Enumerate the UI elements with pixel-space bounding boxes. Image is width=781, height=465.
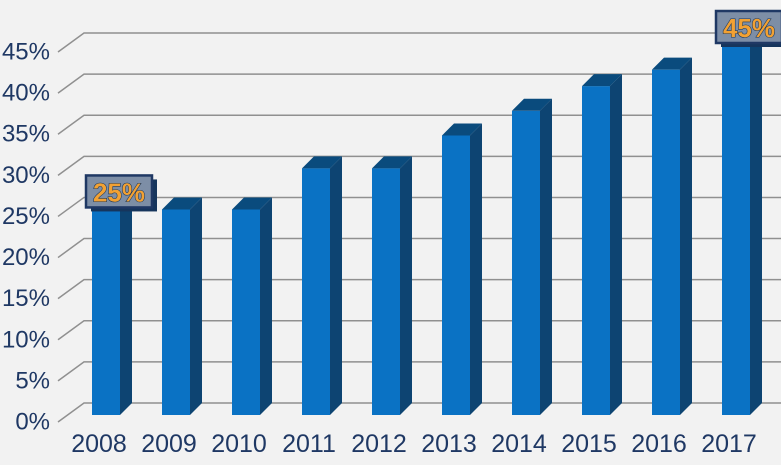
callout-box bbox=[714, 9, 781, 45]
bar-top-face bbox=[302, 156, 342, 169]
x-axis-label: 2012 bbox=[351, 430, 407, 458]
y-axis-label: 15% bbox=[2, 285, 50, 312]
bar-2015 bbox=[582, 74, 622, 415]
bar-front-face bbox=[442, 135, 470, 416]
bar-side-face bbox=[400, 156, 412, 416]
bar-top-face bbox=[162, 197, 202, 210]
bar-front-face bbox=[652, 69, 680, 415]
bar-2008 bbox=[92, 197, 132, 415]
y-axis-label: 0% bbox=[15, 409, 50, 436]
bar-front-face bbox=[162, 209, 190, 415]
bar-side-face bbox=[680, 57, 692, 415]
bars-group bbox=[92, 33, 762, 416]
bar-side-face bbox=[330, 156, 342, 416]
bar-2011 bbox=[302, 156, 342, 416]
y-axis-label: 25% bbox=[2, 203, 50, 230]
x-axis-label: 2016 bbox=[631, 430, 687, 458]
bar-2014 bbox=[512, 98, 552, 416]
bar-front-face bbox=[232, 209, 260, 415]
y-axis-label: 30% bbox=[2, 162, 50, 189]
bar-front-face bbox=[582, 86, 610, 415]
x-axis-label: 2008 bbox=[71, 430, 127, 458]
bar-top-face bbox=[512, 98, 552, 111]
x-axis-label: 2010 bbox=[211, 430, 267, 458]
callout-value-label: 25% bbox=[93, 177, 145, 207]
bar-side-face bbox=[750, 33, 762, 415]
bar-front-face bbox=[722, 45, 750, 415]
bar-side-face bbox=[190, 197, 202, 415]
x-axis-label: 2015 bbox=[561, 430, 617, 458]
y-axis-label: 45% bbox=[2, 39, 50, 66]
y-axis-label: 20% bbox=[2, 244, 50, 271]
bar-2012 bbox=[372, 156, 412, 416]
bar-side-face bbox=[260, 197, 272, 415]
bar-top-face bbox=[372, 156, 412, 169]
bar-front-face bbox=[372, 168, 400, 415]
bar-front-face bbox=[92, 209, 120, 415]
bar-side-face bbox=[540, 98, 552, 416]
bar-top-face bbox=[232, 197, 272, 210]
bar-side-face bbox=[470, 123, 482, 416]
x-axis-label: 2014 bbox=[491, 430, 547, 458]
gridline bbox=[57, 73, 781, 94]
x-axis-label: 2013 bbox=[421, 430, 477, 458]
bar-side-face bbox=[120, 197, 132, 415]
callout-2017: 45% bbox=[714, 9, 781, 48]
bar-top-face bbox=[582, 74, 622, 87]
y-axis-label: 35% bbox=[2, 121, 50, 148]
x-axis-label: 2011 bbox=[282, 430, 336, 458]
x-axis-label: 2017 bbox=[701, 430, 757, 458]
bar-front-face bbox=[512, 110, 540, 416]
gridline bbox=[57, 32, 781, 53]
bar-2010 bbox=[232, 197, 272, 415]
callout-box bbox=[84, 174, 154, 209]
bar-2009 bbox=[162, 197, 202, 415]
bar-2013 bbox=[442, 123, 482, 416]
callout-2008: 25% bbox=[84, 174, 157, 212]
bar-2017 bbox=[722, 33, 762, 415]
callouts-group: 25% 45% bbox=[84, 9, 781, 212]
y-axis-label: 40% bbox=[2, 80, 50, 107]
y-axis-label: 5% bbox=[15, 367, 50, 394]
bar-top-face bbox=[442, 123, 482, 136]
bar-front-face bbox=[302, 168, 330, 415]
y-axis-labels-group: 0% 5% 10% 15% 20% 25% 30% 35% 40% 45% bbox=[2, 39, 50, 436]
bar-2016 bbox=[652, 57, 692, 415]
y-axis-label: 10% bbox=[2, 326, 50, 353]
bar-top-face bbox=[652, 57, 692, 70]
x-axis-label: 2009 bbox=[141, 430, 197, 458]
x-axis-labels-group: 2008 2009 2010 2011 2012 2013 2014 2015 2016 2017 bbox=[71, 430, 757, 458]
callout-value-label: 45% bbox=[723, 13, 775, 43]
bar-side-face bbox=[610, 74, 622, 415]
